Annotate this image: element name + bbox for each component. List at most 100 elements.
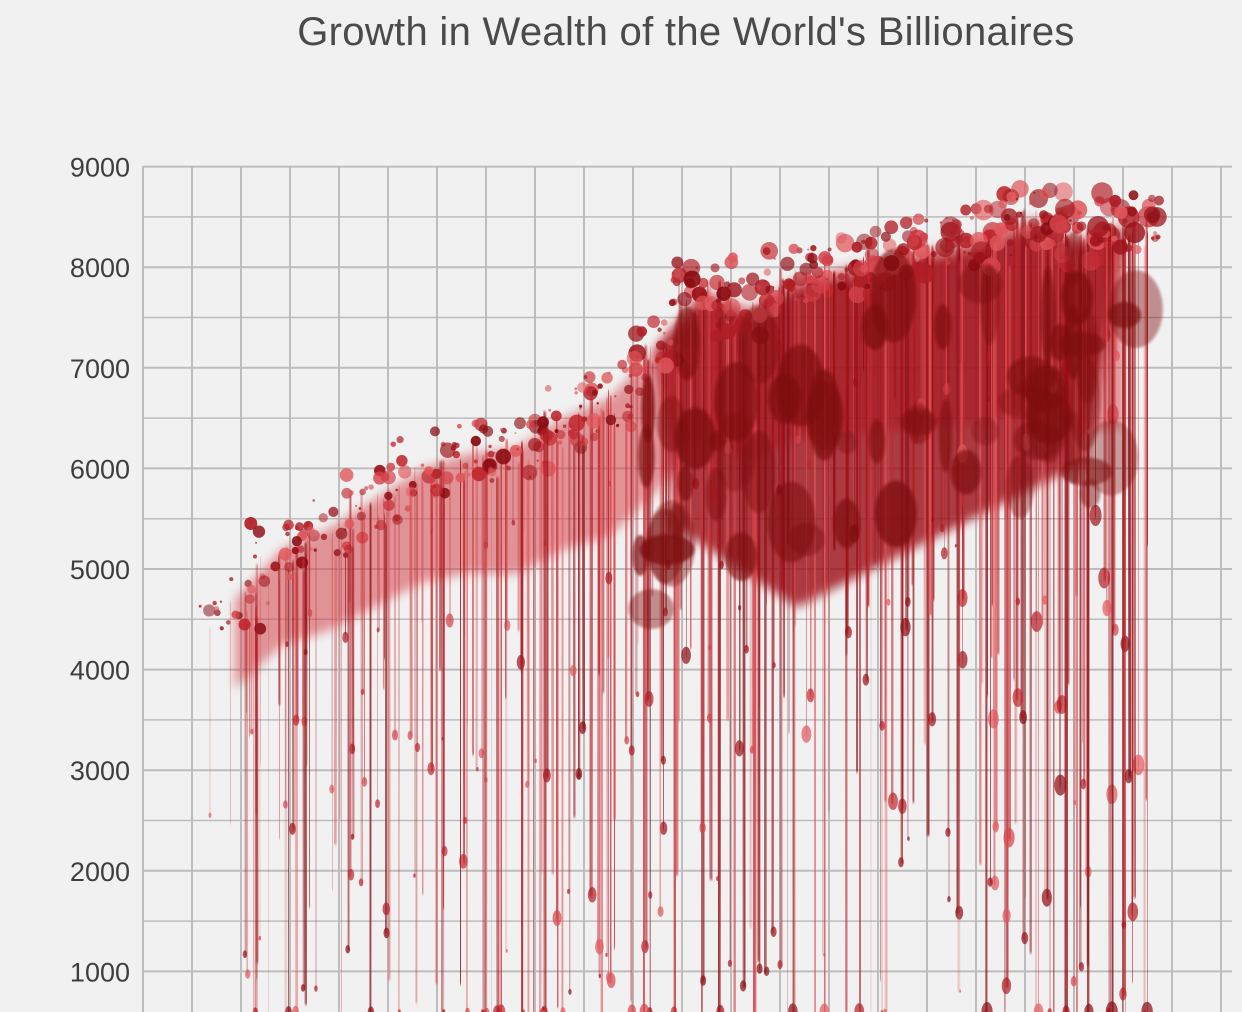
drip-bead <box>493 1005 501 1012</box>
blood-splatter <box>229 577 234 582</box>
blood-splatter <box>591 389 598 396</box>
blood-drip <box>503 457 509 699</box>
drip-bead <box>258 935 262 941</box>
drip-bead <box>886 598 891 606</box>
blood-splatter <box>810 244 817 252</box>
blood-pool <box>657 396 686 452</box>
blood-drip <box>433 480 439 985</box>
drip-bead <box>579 721 587 734</box>
blood-pool <box>1069 355 1101 451</box>
drip-bead <box>801 725 812 743</box>
drip-bead <box>715 875 719 882</box>
blood-splatter <box>655 340 666 351</box>
blood-splatter <box>537 416 549 429</box>
blood-splatter <box>811 275 830 294</box>
blood-splatter <box>615 423 620 428</box>
blood-splatter <box>924 218 929 223</box>
blood-splatter <box>720 323 736 340</box>
blood-splatter <box>851 241 863 253</box>
blood-drip <box>724 298 731 721</box>
drip-bead <box>1001 977 1012 995</box>
blood-splatter <box>395 488 398 492</box>
blood-splatter <box>771 285 775 289</box>
blood-splatter <box>283 561 295 573</box>
blood-splatter <box>226 620 231 625</box>
blood-splatter <box>667 339 674 346</box>
blood-splatter <box>556 429 566 440</box>
blood-splatter <box>318 513 328 523</box>
blood-splatter <box>950 229 956 235</box>
blood-splatter <box>343 528 347 531</box>
blood-splatter <box>657 357 674 374</box>
drip-bead <box>300 984 306 992</box>
blood-splatter <box>282 523 290 532</box>
blood-pool <box>1005 455 1034 519</box>
blood-splatter <box>636 326 648 337</box>
blood-splatter <box>1005 217 1019 231</box>
blood-pool <box>868 419 886 464</box>
blood-splatter <box>466 472 471 477</box>
blood-splatter <box>811 266 824 279</box>
drip-bead <box>738 604 742 611</box>
blood-pool <box>1079 478 1101 509</box>
blood-drip <box>538 427 543 1012</box>
blood-splatter <box>344 518 355 529</box>
blood-splatter <box>473 459 478 464</box>
blood-splatter <box>487 450 495 458</box>
blood-drip <box>519 449 524 673</box>
drip-bead <box>819 1003 830 1012</box>
drip-bead <box>534 758 537 764</box>
blood-splatter <box>482 426 494 437</box>
blood-splatter <box>821 254 834 267</box>
drip-bead <box>749 745 755 754</box>
blood-splatter <box>960 204 972 216</box>
blood-splatter <box>392 514 403 525</box>
blood-drip <box>982 229 991 1012</box>
drip-bead <box>314 985 318 992</box>
blood-splatter <box>1003 214 1011 221</box>
blood-splatter <box>807 252 818 264</box>
blood-drip <box>351 528 355 838</box>
drip-bead <box>391 729 399 741</box>
blood-splatter <box>335 527 348 540</box>
drip-bead <box>883 1008 887 1012</box>
blood-pool <box>939 399 953 473</box>
blood-splatter <box>760 242 779 260</box>
blood-drip <box>348 494 352 603</box>
blood-splatter <box>677 291 692 307</box>
drip-bead <box>681 646 691 664</box>
blood-pool <box>1061 270 1094 325</box>
drip-bead <box>928 712 937 727</box>
blood-splatter <box>951 219 962 230</box>
blood-splatter <box>420 463 425 467</box>
blood-drip <box>413 467 416 877</box>
blood-drip <box>658 360 663 914</box>
y-tick-label: 7000 <box>70 354 130 384</box>
blood-splatter <box>848 285 867 304</box>
blood-splatter <box>969 215 974 220</box>
blood-drip <box>580 435 587 730</box>
blood-splatter <box>715 298 720 303</box>
blood-pool <box>673 306 700 380</box>
y-tick-label: 9000 <box>70 153 130 183</box>
blood-pool <box>971 417 999 446</box>
blood-splatter <box>364 486 369 491</box>
y-tick-label: 2000 <box>70 857 130 887</box>
drip-bead <box>947 896 951 903</box>
blood-pool <box>1058 332 1106 357</box>
blood-splatter <box>203 604 216 617</box>
blood-splatter <box>540 428 554 442</box>
blood-splatter <box>312 499 316 502</box>
blood-drip <box>607 395 614 983</box>
blood-splatter <box>670 298 678 306</box>
blood-splatter <box>544 385 552 392</box>
blood-splatter <box>581 416 588 422</box>
blood-drip <box>957 260 961 992</box>
blood-drip <box>699 292 705 830</box>
blood-splatter <box>390 441 396 447</box>
blood-pool <box>1040 267 1056 367</box>
blood-drip <box>381 498 386 690</box>
drip-bead <box>795 435 801 444</box>
blood-splatter <box>1009 253 1012 257</box>
